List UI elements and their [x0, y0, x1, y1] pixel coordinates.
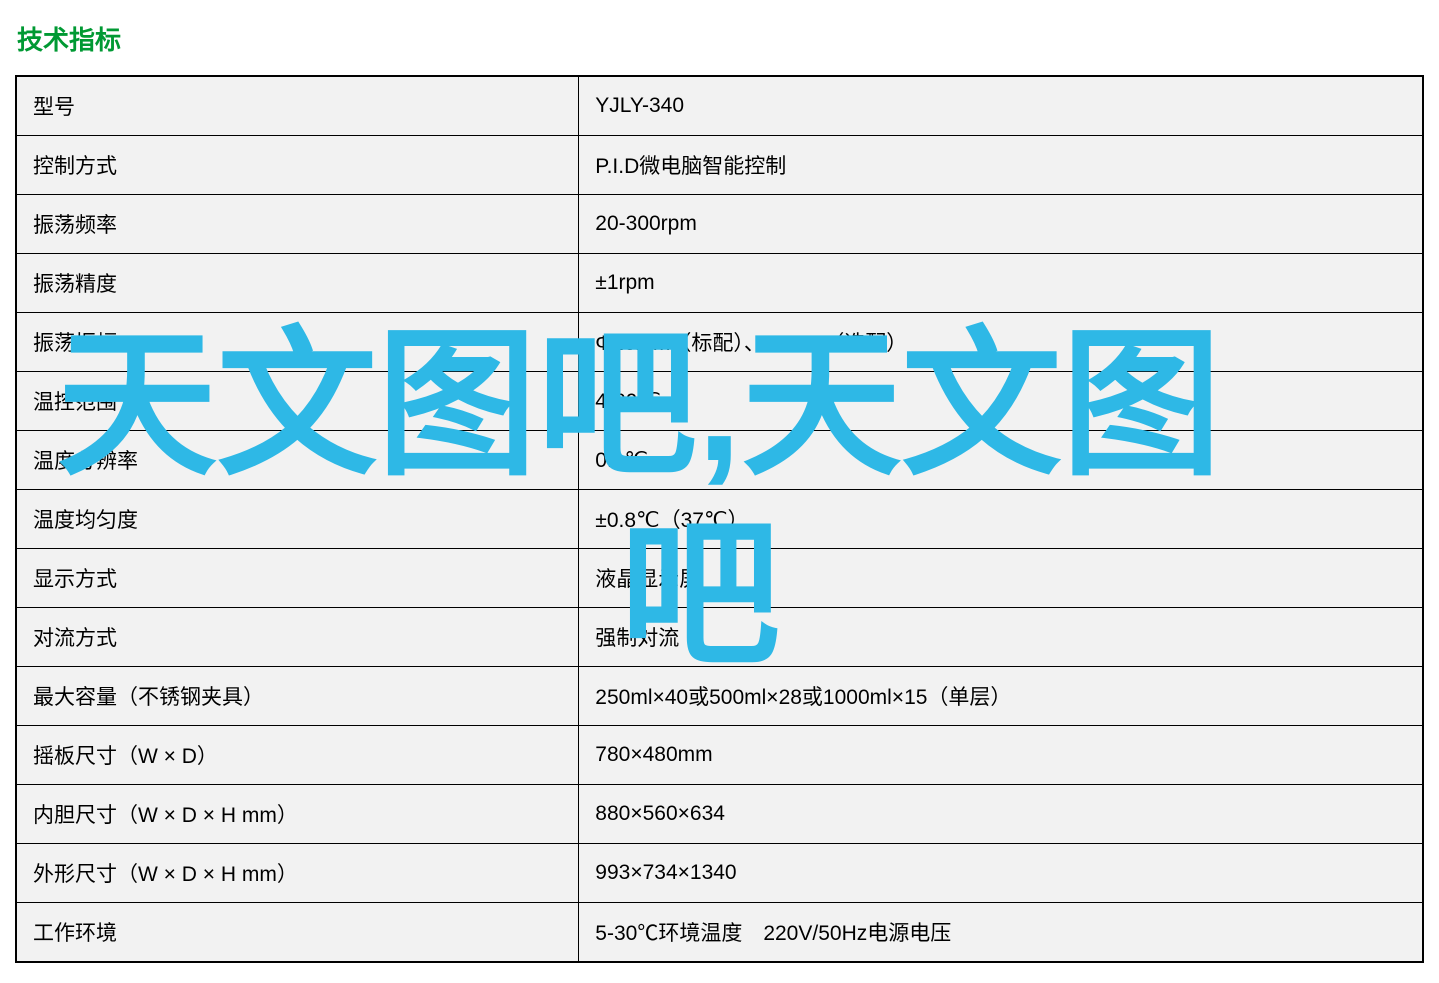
spec-label: 振荡振幅 [16, 313, 579, 372]
spec-value: P.I.D微电脑智能控制 [579, 136, 1423, 195]
spec-label: 控制方式 [16, 136, 579, 195]
spec-value: 250ml×40或500ml×28或1000ml×15（单层） [579, 667, 1423, 726]
spec-label: 温控范围 [16, 372, 579, 431]
table-row: 摇板尺寸（W × D）780×480mm [16, 726, 1423, 785]
spec-value: 液晶显示屏 [579, 549, 1423, 608]
table-row: 振荡精度±1rpm [16, 254, 1423, 313]
spec-label: 振荡精度 [16, 254, 579, 313]
spec-label: 显示方式 [16, 549, 579, 608]
spec-label: 摇板尺寸（W × D） [16, 726, 579, 785]
table-row: 温控范围4-60℃ [16, 372, 1423, 431]
spec-label: 最大容量（不锈钢夹具） [16, 667, 579, 726]
spec-value: 4-60℃ [579, 372, 1423, 431]
spec-label: 对流方式 [16, 608, 579, 667]
table-row: 温度均匀度±0.8℃（37℃） [16, 490, 1423, 549]
spec-label: 型号 [16, 76, 579, 136]
table-row: 外形尺寸（W × D × H mm）993×734×1340 [16, 844, 1423, 903]
spec-value: ±0.8℃（37℃） [579, 490, 1423, 549]
table-row: 内胆尺寸（W × D × H mm）880×560×634 [16, 785, 1423, 844]
spec-value: 780×480mm [579, 726, 1423, 785]
section-title: 技术指标 [15, 20, 1424, 57]
table-row: 温度分辨率0.1℃ [16, 431, 1423, 490]
spec-value: 5-30℃环境温度 220V/50Hz电源电压 [579, 903, 1423, 963]
spec-table-body: 型号YJLY-340 控制方式P.I.D微电脑智能控制 振荡频率20-300rp… [16, 76, 1423, 962]
spec-value: 993×734×1340 [579, 844, 1423, 903]
spec-value: 0.1℃ [579, 431, 1423, 490]
spec-value: YJLY-340 [579, 76, 1423, 136]
spec-label: 内胆尺寸（W × D × H mm） [16, 785, 579, 844]
spec-value: Φ26mm（标配）、50mm（选配） [579, 313, 1423, 372]
spec-value: 强制对流 [579, 608, 1423, 667]
table-row: 型号YJLY-340 [16, 76, 1423, 136]
table-row: 对流方式强制对流 [16, 608, 1423, 667]
table-row: 振荡振幅Φ26mm（标配）、50mm（选配） [16, 313, 1423, 372]
table-row: 振荡频率20-300rpm [16, 195, 1423, 254]
spec-label: 振荡频率 [16, 195, 579, 254]
spec-label: 工作环境 [16, 903, 579, 963]
spec-value: 20-300rpm [579, 195, 1423, 254]
table-row: 最大容量（不锈钢夹具）250ml×40或500ml×28或1000ml×15（单… [16, 667, 1423, 726]
spec-value: 880×560×634 [579, 785, 1423, 844]
spec-label: 温度分辨率 [16, 431, 579, 490]
table-row: 控制方式P.I.D微电脑智能控制 [16, 136, 1423, 195]
table-row: 工作环境5-30℃环境温度 220V/50Hz电源电压 [16, 903, 1423, 963]
table-row: 显示方式液晶显示屏 [16, 549, 1423, 608]
spec-label: 温度均匀度 [16, 490, 579, 549]
spec-value: ±1rpm [579, 254, 1423, 313]
table-wrapper: 型号YJLY-340 控制方式P.I.D微电脑智能控制 振荡频率20-300rp… [15, 75, 1424, 963]
spec-label: 外形尺寸（W × D × H mm） [16, 844, 579, 903]
spec-table: 型号YJLY-340 控制方式P.I.D微电脑智能控制 振荡频率20-300rp… [15, 75, 1424, 963]
